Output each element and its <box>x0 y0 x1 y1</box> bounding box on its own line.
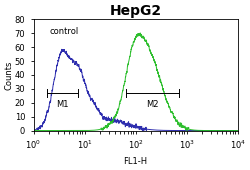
Text: M2: M2 <box>146 100 159 109</box>
Text: M1: M1 <box>56 100 68 109</box>
Title: HepG2: HepG2 <box>110 4 162 18</box>
X-axis label: FL1-H: FL1-H <box>124 157 148 166</box>
Y-axis label: Counts: Counts <box>4 60 13 90</box>
Text: control: control <box>50 27 79 36</box>
